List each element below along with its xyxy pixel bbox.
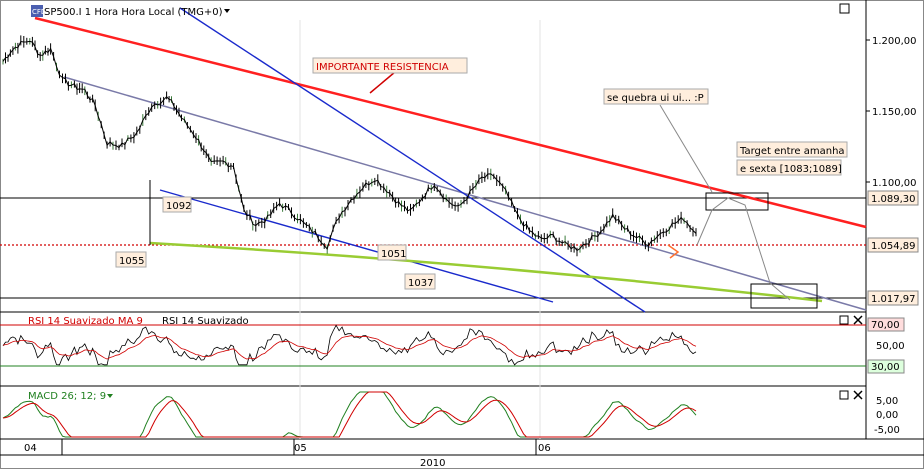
svg-text:1055: 1055 (119, 256, 144, 267)
price-line (2, 40, 697, 252)
close-icon[interactable] (853, 315, 863, 325)
steep-downtrend-line (179, 7, 646, 313)
instrument-header[interactable]: CFD SP500.I 1 Hora Hora Local (TMG+0) (31, 5, 230, 18)
annotation-resistance: IMPORTANTE RESISTENCIA (312, 57, 468, 74)
macd-signal-line (2, 391, 697, 438)
macd-axis: 5,00 0,00 -5,00 (874, 396, 900, 436)
level-label-1051: 1051 (377, 244, 407, 261)
price-axis: 1.200,00 1.150,00 1.100,00 (866, 36, 917, 189)
svg-text:1092: 1092 (166, 201, 191, 212)
svg-text:1.200,00: 1.200,00 (872, 36, 917, 47)
maximize-icon[interactable] (839, 315, 849, 325)
svg-text:1.150,00: 1.150,00 (872, 107, 917, 118)
price-tags: 1.089,30 1.054,89 1.017,97 (867, 190, 919, 306)
annotation-break-note: se quebra ui ui... :P (603, 88, 709, 105)
svg-text:1.100,00: 1.100,00 (872, 178, 917, 189)
lower-channel-line (159, 189, 554, 303)
svg-text:30,00: 30,00 (871, 362, 900, 373)
month-label-06: 06 (538, 443, 551, 454)
svg-text:0,00: 0,00 (876, 410, 898, 421)
month-label-04: 04 (24, 443, 37, 454)
rsi-axis: 70,00 50,00 30,00 (867, 317, 905, 374)
resistance-line (34, 16, 867, 229)
svg-text:se quebra ui ui... :P: se quebra ui ui... :P (607, 93, 704, 104)
svg-text:e sexta [1083;1089]: e sexta [1083;1089] (740, 164, 842, 175)
svg-text:1.089,30: 1.089,30 (871, 194, 916, 205)
maximize-icon[interactable] (839, 3, 850, 14)
close-icon[interactable] (853, 390, 863, 400)
caret-down-icon[interactable] (107, 394, 113, 398)
level-label-1037: 1037 (404, 273, 436, 290)
rsi-ma-line (2, 335, 697, 360)
target-box-lower (750, 283, 818, 309)
price-series (2, 35, 697, 257)
macd-title[interactable]: MACD 26; 12; 9 (28, 391, 106, 402)
rsi-lines (2, 324, 697, 366)
rsi-title[interactable]: RSI 14 Suavizado (162, 316, 249, 327)
target-box-upper (705, 192, 769, 211)
rsi-ma-title[interactable]: RSI 14 Suavizado MA 9 (28, 316, 143, 327)
svg-text:CFD: CFD (32, 8, 46, 16)
support-curve (149, 241, 823, 303)
instrument-title: SP500.I 1 Hora Hora Local (TMG+0) (44, 7, 223, 18)
svg-text:Target entre amanha: Target entre amanha (739, 146, 845, 157)
month-label-05: 05 (294, 443, 307, 454)
maximize-icon[interactable] (839, 390, 849, 400)
level-label-1092: 1092 (162, 196, 192, 213)
svg-text:-5,00: -5,00 (874, 425, 900, 436)
svg-text:1.017,97: 1.017,97 (871, 294, 916, 305)
svg-text:1051: 1051 (381, 249, 406, 260)
svg-text:1037: 1037 (408, 278, 433, 289)
svg-text:1.054,89: 1.054,89 (871, 241, 916, 252)
level-label-1055: 1055 (115, 251, 147, 268)
rsi-line (2, 324, 697, 366)
svg-text:5,00: 5,00 (876, 396, 898, 407)
caret-down-icon[interactable] (224, 9, 230, 13)
svg-text:70,00: 70,00 (871, 320, 900, 331)
year-label: 2010 (420, 458, 445, 469)
svg-text:IMPORTANTE RESISTENCIA: IMPORTANTE RESISTENCIA (316, 62, 449, 73)
svg-text:50,00: 50,00 (876, 341, 905, 352)
macd-lines (2, 391, 697, 438)
annotation-target: Target entre amanha e sexta [1083;1089] (736, 141, 848, 176)
